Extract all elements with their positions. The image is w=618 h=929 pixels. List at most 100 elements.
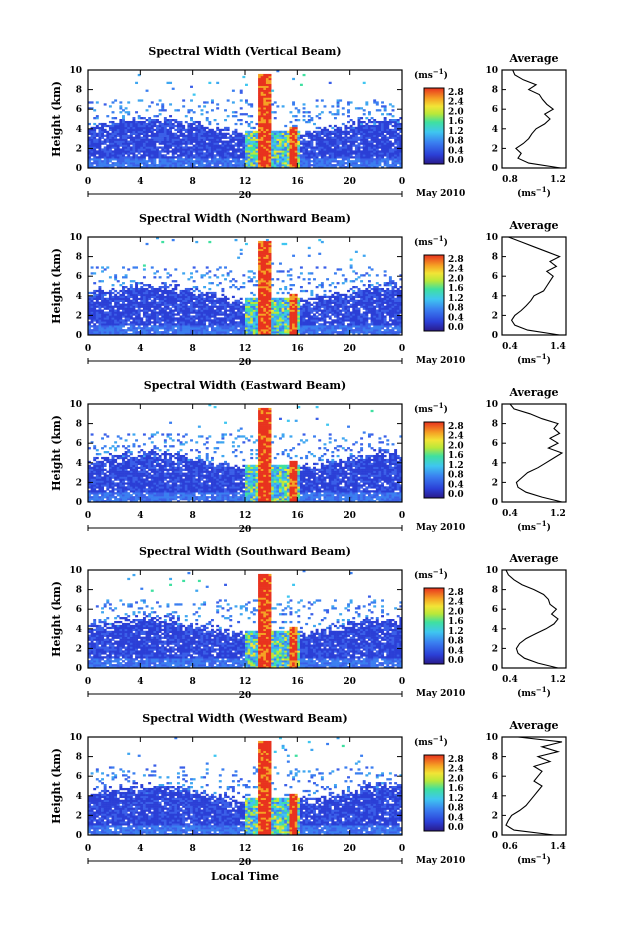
heatmap-cell [234, 130, 238, 134]
heatmap-cell [132, 156, 136, 159]
heatmap-cell [171, 297, 175, 301]
heatmap-cell [354, 134, 358, 137]
heatmap-cell [129, 317, 133, 320]
heatmap-cell [234, 132, 238, 135]
heatmap-cell [370, 134, 374, 137]
heatmap-cell [119, 126, 123, 130]
heatmap-cell [394, 162, 398, 165]
heatmap-cell [137, 317, 141, 320]
heatmap-cell [116, 307, 120, 310]
heatmap-cell [265, 327, 269, 330]
heatmap-cell [347, 148, 350, 151]
heatmap-cell [106, 321, 110, 324]
heatmap-cell [286, 132, 290, 135]
heatmap-cell [268, 291, 272, 295]
heatmap-cell [237, 256, 241, 259]
heatmap-cell [114, 128, 118, 132]
heatmap-cell [148, 313, 152, 316]
heatmap-cell [150, 134, 154, 137]
heatmap-cell [373, 122, 377, 126]
heatmap-cell [318, 333, 322, 336]
heatmap-cell [166, 138, 170, 141]
heatmap-cell [140, 154, 144, 157]
heatmap-cell [252, 319, 256, 322]
heatmap-cell [200, 140, 204, 143]
heatmap-cell [284, 154, 288, 157]
heatmap-cell [260, 132, 264, 135]
heatmap-cell [284, 299, 288, 302]
heatmap-cell [344, 158, 348, 161]
heatmap-cell [208, 319, 212, 322]
heatmap-cell [148, 140, 152, 143]
heatmap-cell [218, 321, 222, 324]
heatmap-cell [93, 329, 97, 332]
heatmap-cell [252, 150, 256, 153]
heatmap-cell [265, 162, 269, 165]
heatmap-cell [124, 144, 128, 147]
heatmap-cell [252, 162, 256, 165]
heatmap-cell [137, 301, 141, 304]
heatmap-cell [305, 301, 309, 304]
heatmap-cell [247, 319, 251, 322]
heatmap-cell [111, 323, 115, 326]
heatmap-cell [98, 289, 102, 293]
heatmap-cell [129, 126, 133, 130]
heatmap-cell [150, 303, 154, 306]
heatmap-cell [190, 138, 193, 141]
heatmap-cell [370, 158, 374, 161]
heatmap-cell [116, 128, 120, 132]
heatmap-cell [357, 126, 361, 130]
heatmap-cell [145, 323, 149, 326]
heatmap-cell [245, 134, 248, 137]
heatmap-cell [195, 130, 199, 134]
heatmap-cell [153, 331, 157, 334]
heatmap-cell [231, 301, 235, 304]
heatmap-cell [302, 317, 306, 320]
heatmap-cell [315, 293, 319, 297]
heatmap-cell [221, 311, 225, 314]
heatmap-cell [101, 303, 104, 306]
heatmap-cell [328, 140, 332, 143]
heatmap-cell [140, 282, 144, 285]
heatmap-cell [95, 134, 99, 137]
heatmap-cell [263, 244, 267, 248]
heatmap-cell [394, 160, 398, 163]
heatmap-cell [313, 301, 316, 304]
heatmap-cell [161, 130, 165, 134]
heatmap-cell [310, 309, 314, 312]
heatmap-cell [148, 154, 152, 157]
heatmap-cell [354, 132, 358, 135]
heatmap-cell [179, 144, 183, 147]
heatmap-cell [192, 164, 196, 167]
heatmap-cell [260, 268, 264, 271]
heatmap-cell [127, 124, 131, 128]
heatmap-cell [234, 144, 238, 147]
heatmap-cell [260, 79, 264, 83]
heatmap-cell [268, 325, 272, 328]
heatmap-cell [95, 309, 99, 312]
heatmap-cell [237, 307, 241, 310]
heatmap-cell [273, 142, 277, 145]
heatmap-cell [103, 103, 107, 106]
heatmap-cell [122, 325, 125, 328]
heatmap-cell [114, 289, 118, 293]
heatmap-cell [145, 287, 149, 291]
heatmap-cell [153, 115, 157, 118]
heatmap-cell [145, 284, 149, 287]
heatmap-cell [116, 321, 120, 324]
heatmap-cell [263, 156, 267, 159]
heatmap-cell [292, 77, 296, 81]
heatmap-cell [292, 323, 296, 326]
heatmap-cell [119, 284, 123, 287]
heatmap-cell [171, 138, 175, 141]
heatmap-cell [234, 166, 238, 169]
heatmap-cell [106, 291, 110, 295]
heatmap-cell [263, 79, 267, 83]
heatmap-cell [93, 291, 97, 295]
heatmap-cell [203, 160, 207, 163]
heatmap-cell [242, 321, 246, 324]
heatmap-cell [299, 333, 303, 336]
heatmap-cell [336, 138, 340, 141]
heatmap-cell [320, 142, 324, 145]
heatmap-cell [268, 146, 272, 149]
